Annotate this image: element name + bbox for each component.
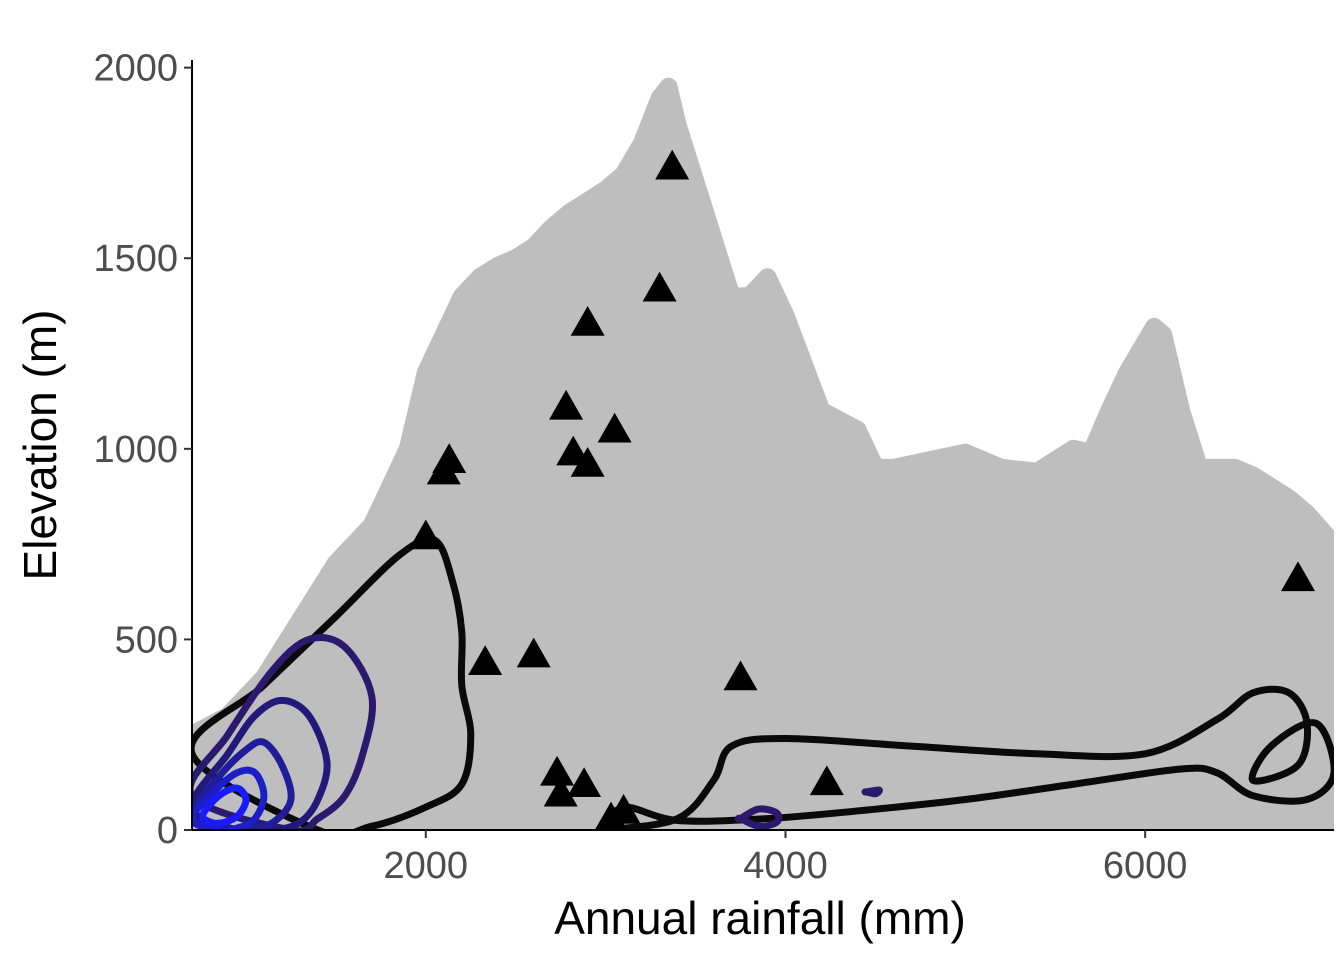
background-point-cloud: [192, 77, 1334, 830]
triangle-point: [642, 271, 677, 302]
triangle-point: [567, 767, 602, 798]
plot-area: [192, 77, 1334, 830]
triangle-point: [468, 645, 503, 676]
x-axis-title: Annual rainfall (mm): [554, 892, 966, 944]
y-tick-label: 0: [157, 810, 178, 852]
density-contour-0-level-1: [192, 535, 475, 830]
triangle-point: [516, 637, 551, 668]
density-contours: [192, 535, 1334, 830]
triangle-point: [1281, 561, 1316, 592]
x-tick-label: 6000: [1103, 845, 1188, 887]
x-tick-label: 2000: [384, 845, 469, 887]
background-points-envelope: [192, 77, 1334, 830]
triangle-point: [606, 793, 641, 824]
triangle-point: [432, 443, 467, 473]
y-tick-label: 1000: [93, 429, 178, 471]
triangle-point: [597, 412, 632, 443]
y-tick-label: 2000: [93, 48, 178, 90]
y-tick-label: 500: [115, 619, 178, 661]
x-tick-label: 4000: [743, 845, 828, 887]
density-contour-6-level-4: [192, 738, 295, 830]
triangle-point: [540, 755, 575, 786]
triangle-point: [723, 660, 758, 691]
x-ticks: 2000 4000 6000: [384, 830, 1188, 887]
density-contour-8-level-6: [199, 784, 250, 827]
axes: 2000 4000 6000 0 500 1000 1500 2000: [93, 48, 1334, 887]
triangle-point: [549, 389, 584, 420]
y-tick-label: 1500: [93, 238, 178, 280]
y-axis-title: Elevation (m): [14, 310, 66, 581]
triangle-point: [408, 519, 443, 550]
density-contour-2-level-2: [192, 634, 377, 830]
density-contour-7-level-5: [192, 766, 268, 830]
y-ticks: 0 500 1000 1500 2000: [93, 48, 192, 852]
triangle-point: [543, 776, 578, 807]
triangle-point: [570, 447, 605, 477]
triangle-points: [408, 149, 1316, 830]
triangle-point: [570, 306, 605, 336]
density-contour-5-level-3: [192, 696, 331, 830]
triangle-point: [809, 765, 844, 796]
density-contour-1-level-1: [596, 685, 1334, 830]
density-contour-4-level-2: [861, 786, 883, 798]
triangle-point: [655, 149, 690, 180]
density-contour-3-level-2: [734, 805, 783, 830]
